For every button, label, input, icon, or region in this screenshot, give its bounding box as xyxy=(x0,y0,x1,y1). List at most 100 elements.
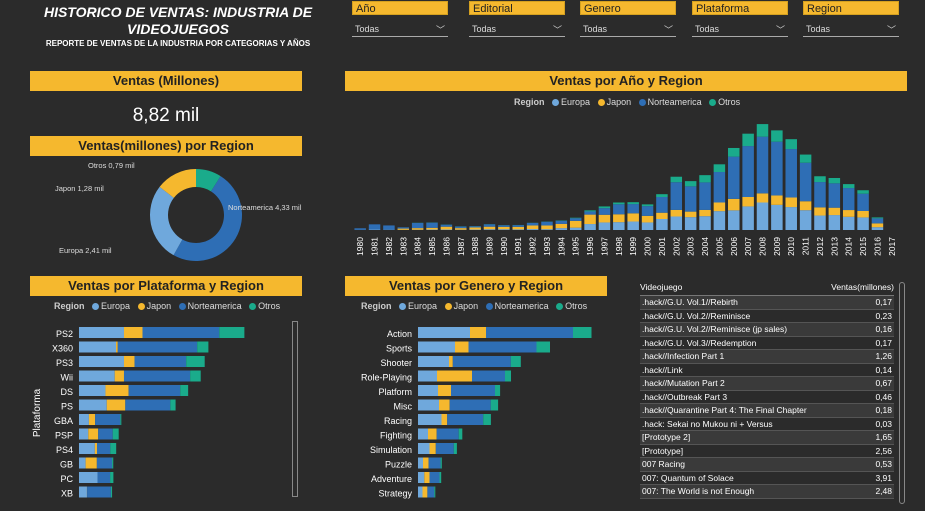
bar-1991-japon xyxy=(512,226,524,230)
bar-Wii-otros xyxy=(190,370,201,382)
bar-2000-otros xyxy=(641,204,654,207)
legend-japon: Japon xyxy=(606,97,632,107)
filter-publisher[interactable]: Editorial Todas ﹀ xyxy=(469,1,565,37)
bar-1989-norteamerica xyxy=(483,224,496,227)
legend-europa: Europa xyxy=(561,97,591,107)
year-chart-title: Ventas por Año y Region xyxy=(345,71,907,91)
filter-genre-dropdown[interactable]: Todas ﹀ xyxy=(580,22,676,37)
bar-2006-europa xyxy=(728,210,740,230)
bar-Wii-europa xyxy=(79,370,115,382)
bar-GBA-norteamerica xyxy=(95,414,121,425)
category-label: Platform xyxy=(378,387,412,397)
game-name: .hack//G.U. Vol.2//Reminisce (jp sales) xyxy=(642,324,788,334)
table-row[interactable]: 007 Racing 0,53 xyxy=(640,458,894,472)
filter-year-dropdown[interactable]: Todas ﹀ xyxy=(352,22,448,37)
bar-Role-Playing-japon xyxy=(437,370,472,382)
legend-dot-icon xyxy=(485,303,493,310)
bar-1991-europa xyxy=(512,229,524,230)
table-row[interactable]: .hack//Link 0,14 xyxy=(640,364,894,377)
platform-scrollbar[interactable] xyxy=(292,321,298,497)
filter-platform-label: Plataforma xyxy=(692,1,788,15)
bar-GB-norteamerica xyxy=(96,457,113,469)
table-row[interactable]: .hack: Sekai no Mukou ni + Versus 0,03 xyxy=(640,418,894,431)
bar-Sports-norteamerica xyxy=(468,341,537,353)
bar-Racing-japon xyxy=(441,414,448,425)
bar-2014-norteamerica xyxy=(842,188,855,211)
filter-genre[interactable]: Genero Todas ﹀ xyxy=(580,1,676,37)
bar-Simulation-europa xyxy=(418,443,430,454)
bar-Misc-japon xyxy=(439,399,450,411)
bar-1992-europa xyxy=(526,229,539,230)
donut-chart: Norteamerica 4,33 mil Europa 2,41 mil Ja… xyxy=(55,161,302,261)
donut-slice-otros xyxy=(196,169,221,192)
filter-platform[interactable]: Plataforma Todas ﹀ xyxy=(692,1,788,37)
game-name: .hack//G.U. Vol.3//Redemption xyxy=(642,337,757,348)
bar-1990-japon xyxy=(498,226,510,230)
table-header-game[interactable]: Videojuego xyxy=(640,282,683,292)
bar-PS-otros xyxy=(170,399,176,411)
category-label: Misc xyxy=(394,402,413,412)
filter-region[interactable]: Region Todas ﹀ xyxy=(803,1,899,37)
bar-Action-otros xyxy=(573,327,592,338)
game-sales: 0,16 xyxy=(875,324,892,334)
bar-2005-norteamerica xyxy=(713,172,726,203)
category-label: Fighting xyxy=(380,431,412,441)
category-label: Role-Playing xyxy=(361,373,412,383)
bar-Wii-norteamerica xyxy=(123,370,191,382)
table-scrollbar[interactable] xyxy=(899,282,905,504)
bar-GBA-otros xyxy=(120,414,122,425)
bar-2016-europa xyxy=(871,227,884,230)
bar-2012-europa xyxy=(814,215,826,230)
table-row[interactable]: 007: The World is not Enough 2,48 xyxy=(640,485,894,499)
category-label: Action xyxy=(387,329,412,339)
table-row[interactable]: .hack//Outbreak Part 3 0,46 xyxy=(640,391,894,404)
bar-2001-otros xyxy=(656,194,668,197)
game-name: [Prototype] xyxy=(642,445,684,456)
games-table: Videojuego Ventas(millones) .hack//G.U. … xyxy=(640,280,894,499)
table-row[interactable]: .hack//Infection Part 1 1,26 xyxy=(640,350,894,364)
bar-1993-norteamerica xyxy=(541,221,553,226)
table-row[interactable]: .hack//Mutation Part 2 0,67 xyxy=(640,377,894,391)
bar-Puzzle-europa xyxy=(418,457,423,469)
table-row[interactable]: .hack//G.U. Vol.1//Rebirth 0,17 xyxy=(640,296,894,310)
bar-2002-europa xyxy=(670,216,683,230)
bar-PS2-otros xyxy=(219,327,245,338)
bar-2000-europa xyxy=(641,222,654,230)
filter-region-dropdown[interactable]: Todas ﹀ xyxy=(803,22,899,37)
bar-1989-europa xyxy=(483,229,496,230)
platform-axis-label: Plataforma xyxy=(32,388,43,437)
bar-2001-europa xyxy=(656,219,668,230)
bar-2009-otros xyxy=(771,130,783,142)
year-tick-label: 2003 xyxy=(686,237,696,256)
bar-1997-europa xyxy=(598,222,611,230)
table-row[interactable]: .hack//G.U. Vol.3//Redemption 0,17 xyxy=(640,337,894,350)
bar-DS-europa xyxy=(79,385,106,396)
game-sales: 1,65 xyxy=(875,432,892,442)
year-tick-label: 1983 xyxy=(398,237,408,256)
bar-1982-norteamerica xyxy=(383,225,395,230)
game-name: .hack//G.U. Vol.1//Rebirth xyxy=(642,297,738,307)
bar-2014-europa xyxy=(842,216,855,230)
filter-publisher-dropdown[interactable]: Todas ﹀ xyxy=(469,22,565,37)
bar-2015-otros xyxy=(857,190,869,194)
bar-2003-otros xyxy=(684,181,697,187)
table-row[interactable]: .hack//Quarantine Part 4: The Final Chap… xyxy=(640,404,894,418)
legend-japon: Japon xyxy=(146,301,172,311)
table-header-sales[interactable]: Ventas(millones) xyxy=(831,282,894,292)
table-row[interactable]: 007: Quantum of Solace 3,91 xyxy=(640,472,894,485)
year-tick-label: 1985 xyxy=(427,237,437,256)
bar-1994-europa xyxy=(555,228,568,230)
table-row[interactable]: [Prototype] 2,56 xyxy=(640,445,894,458)
bar-2002-japon xyxy=(670,209,683,217)
category-label: Wii xyxy=(61,373,74,383)
table-row[interactable]: .hack//G.U. Vol.2//Reminisce 0,23 xyxy=(640,310,894,323)
kpi-title: Ventas (Millones) xyxy=(30,71,302,91)
donut-label-japon: Japon 1,28 mil xyxy=(55,184,104,193)
year-tick-label: 2002 xyxy=(671,237,681,256)
filter-platform-dropdown[interactable]: Todas ﹀ xyxy=(692,22,788,37)
filter-year[interactable]: Año Todas ﹀ xyxy=(352,1,448,37)
table-row[interactable]: [Prototype 2] 1,65 xyxy=(640,431,894,445)
legend-dot-icon xyxy=(444,303,452,310)
bar-2011-norteamerica xyxy=(799,162,812,202)
table-row[interactable]: .hack//G.U. Vol.2//Reminisce (jp sales) 0… xyxy=(640,323,894,337)
